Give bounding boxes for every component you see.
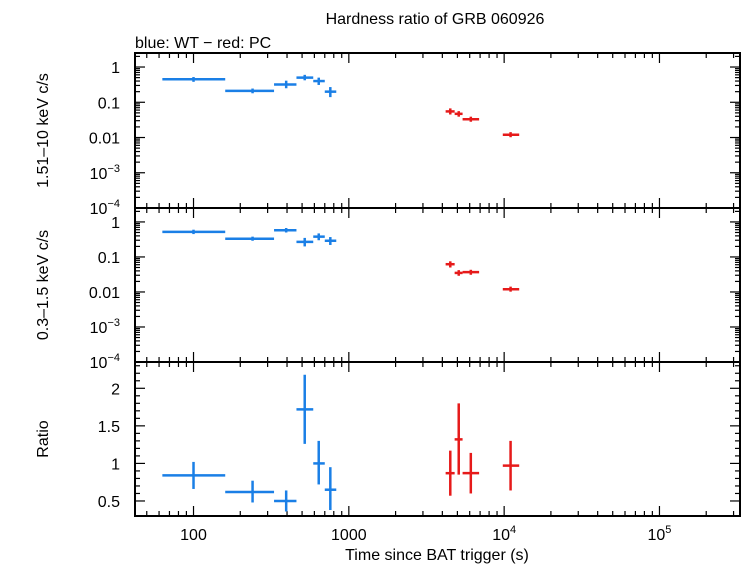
data-point — [324, 237, 337, 245]
panel-frame — [134, 207, 741, 363]
data-point — [445, 261, 455, 268]
data-point — [225, 88, 275, 94]
series-wt — [162, 374, 337, 512]
data-point — [462, 116, 480, 122]
y-tick-label: 2 — [111, 381, 120, 398]
data-point — [225, 236, 275, 241]
data-point — [162, 461, 226, 489]
data-point — [274, 490, 297, 512]
series-pc — [445, 108, 520, 138]
y-tick-label: 1.5 — [98, 419, 120, 436]
y-tick-label: 1 — [111, 215, 120, 232]
x-tick-label: 105 — [648, 524, 672, 544]
data-point — [324, 467, 337, 510]
data-point — [462, 269, 480, 275]
y-tick-label: 0.1 — [98, 250, 120, 267]
panel-2: 1 0.1 0.01 10−3 10−4 0.3–1.5 keV c/s — [35, 207, 741, 372]
data-point — [502, 132, 520, 138]
data-point — [454, 111, 463, 117]
series-pc — [445, 403, 520, 496]
data-point — [162, 229, 226, 235]
y-tick-label: 10−3 — [90, 317, 120, 337]
y-axis-label: Ratio — [35, 420, 52, 457]
data-point — [313, 233, 325, 241]
data-point — [162, 77, 226, 82]
data-point — [462, 452, 480, 494]
panel-frame — [134, 52, 741, 209]
data-point — [454, 270, 463, 276]
y-tick-label: 1 — [111, 456, 120, 473]
y-tick-label: 10−3 — [90, 163, 120, 183]
panel-3: 2 1.5 1 0.5 Ratio — [35, 361, 741, 517]
y-axis-label: 0.3–1.5 keV c/s — [35, 230, 52, 340]
x-tick-label: 1000 — [331, 527, 367, 544]
series-pc — [445, 261, 520, 292]
y-tick-label: 0.01 — [89, 285, 120, 302]
y-tick-label: 0.1 — [98, 95, 120, 112]
data-point — [296, 74, 314, 81]
y-tick-label: 10−4 — [90, 352, 120, 372]
y-axis-label: 1.51–10 keV c/s — [35, 73, 52, 188]
x-tick-label: 104 — [492, 524, 516, 544]
chart-title: Hardness ratio of GRB 060926 — [326, 11, 545, 28]
series-wt — [162, 74, 337, 98]
x-tick-label: 100 — [180, 527, 207, 544]
data-point — [502, 440, 520, 491]
data-point — [274, 80, 297, 89]
data-point — [296, 374, 314, 444]
x-axis-label: Time since BAT trigger (s) — [345, 547, 529, 564]
data-point — [296, 237, 314, 247]
series-wt — [162, 228, 337, 247]
chart-subtitle: blue: WT − red: PC — [135, 35, 271, 52]
y-tick-label: 10−4 — [90, 198, 120, 218]
data-point — [445, 450, 455, 496]
data-point — [445, 108, 455, 115]
data-point — [324, 87, 337, 98]
panel-1: 1 0.1 0.01 10−3 10−4 1.51–10 keV c/s — [35, 52, 741, 218]
y-tick-label: 0.5 — [98, 494, 120, 511]
data-point — [454, 403, 463, 475]
data-point — [274, 228, 297, 233]
panel-frame — [134, 361, 741, 517]
data-point — [313, 440, 325, 485]
data-point — [225, 480, 275, 503]
data-point — [502, 286, 520, 292]
y-tick-label: 1 — [111, 60, 120, 77]
data-point — [313, 77, 325, 85]
y-tick-label: 0.01 — [89, 131, 120, 148]
